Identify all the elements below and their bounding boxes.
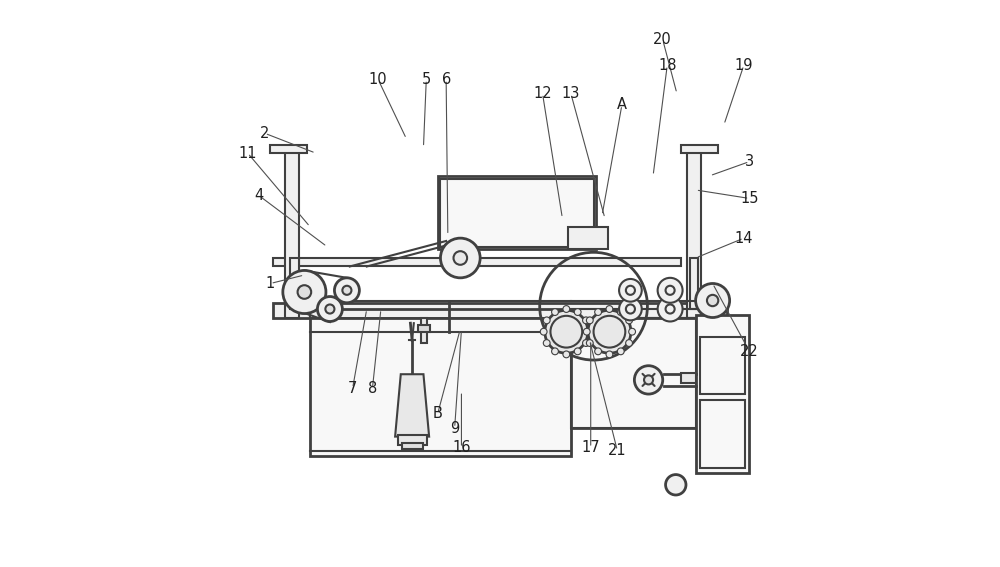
Bar xyxy=(571,318,696,428)
Text: 11: 11 xyxy=(238,146,257,160)
Circle shape xyxy=(634,366,663,394)
Text: 5: 5 xyxy=(422,72,431,87)
Circle shape xyxy=(540,328,547,335)
Circle shape xyxy=(626,340,632,346)
Text: 22: 22 xyxy=(740,344,759,359)
Bar xyxy=(687,147,701,318)
Bar xyxy=(285,147,299,318)
Circle shape xyxy=(707,295,718,306)
Circle shape xyxy=(574,348,581,355)
Circle shape xyxy=(617,348,624,355)
Circle shape xyxy=(325,304,334,314)
Text: 12: 12 xyxy=(533,86,552,101)
Text: 3: 3 xyxy=(745,154,754,169)
Circle shape xyxy=(317,297,342,321)
Text: 10: 10 xyxy=(369,72,387,87)
Circle shape xyxy=(586,328,592,335)
Bar xyxy=(310,318,571,456)
Text: 18: 18 xyxy=(658,58,677,73)
Text: A: A xyxy=(617,98,627,112)
Circle shape xyxy=(586,317,593,324)
Circle shape xyxy=(552,348,558,355)
Bar xyxy=(681,373,696,383)
Circle shape xyxy=(583,317,589,324)
Bar xyxy=(690,258,698,309)
Circle shape xyxy=(543,340,550,346)
Bar xyxy=(270,145,307,153)
Bar xyxy=(402,443,423,449)
Circle shape xyxy=(298,285,311,299)
Text: 6: 6 xyxy=(442,72,451,87)
Text: 9: 9 xyxy=(450,421,459,435)
Circle shape xyxy=(617,308,624,315)
Bar xyxy=(438,176,596,249)
Circle shape xyxy=(606,306,613,312)
Text: 21: 21 xyxy=(608,443,627,458)
Bar xyxy=(418,325,430,332)
Circle shape xyxy=(644,375,653,384)
Circle shape xyxy=(606,351,613,358)
Circle shape xyxy=(629,328,636,335)
Text: 13: 13 xyxy=(562,86,580,101)
Circle shape xyxy=(563,351,570,358)
Circle shape xyxy=(342,286,351,295)
Bar xyxy=(290,258,299,309)
Bar xyxy=(681,145,718,153)
Circle shape xyxy=(619,279,642,302)
Circle shape xyxy=(283,270,326,314)
Polygon shape xyxy=(395,374,429,437)
Circle shape xyxy=(334,278,359,303)
Circle shape xyxy=(583,340,589,346)
Text: 14: 14 xyxy=(735,231,753,246)
Text: 19: 19 xyxy=(735,58,753,73)
Bar xyxy=(398,435,427,445)
Bar xyxy=(440,179,594,247)
Text: 4: 4 xyxy=(254,188,264,203)
Bar xyxy=(568,227,608,249)
Circle shape xyxy=(588,310,631,353)
Circle shape xyxy=(626,317,632,324)
Bar xyxy=(273,303,727,318)
Circle shape xyxy=(696,284,730,318)
Text: 16: 16 xyxy=(452,441,471,455)
Text: 8: 8 xyxy=(368,381,377,396)
Text: 7: 7 xyxy=(348,381,357,396)
Circle shape xyxy=(454,251,467,265)
Circle shape xyxy=(583,328,590,335)
Text: 1: 1 xyxy=(266,276,275,291)
Bar xyxy=(700,400,745,468)
Circle shape xyxy=(440,238,480,278)
Circle shape xyxy=(574,308,581,315)
Circle shape xyxy=(545,310,588,353)
Circle shape xyxy=(543,317,550,324)
Circle shape xyxy=(619,298,642,320)
Bar xyxy=(571,318,696,428)
Circle shape xyxy=(658,297,683,321)
Bar xyxy=(696,315,749,473)
Text: 2: 2 xyxy=(260,126,269,141)
Text: 20: 20 xyxy=(653,32,672,47)
Text: B: B xyxy=(433,407,443,421)
Circle shape xyxy=(586,340,593,346)
Bar xyxy=(421,318,427,343)
Circle shape xyxy=(666,475,686,495)
Text: 15: 15 xyxy=(740,191,759,206)
Text: 17: 17 xyxy=(581,441,600,455)
Circle shape xyxy=(563,306,570,312)
Circle shape xyxy=(552,308,558,315)
Bar xyxy=(273,258,681,266)
Bar xyxy=(700,337,745,394)
Circle shape xyxy=(595,308,601,315)
Circle shape xyxy=(595,348,601,355)
Circle shape xyxy=(658,278,683,303)
